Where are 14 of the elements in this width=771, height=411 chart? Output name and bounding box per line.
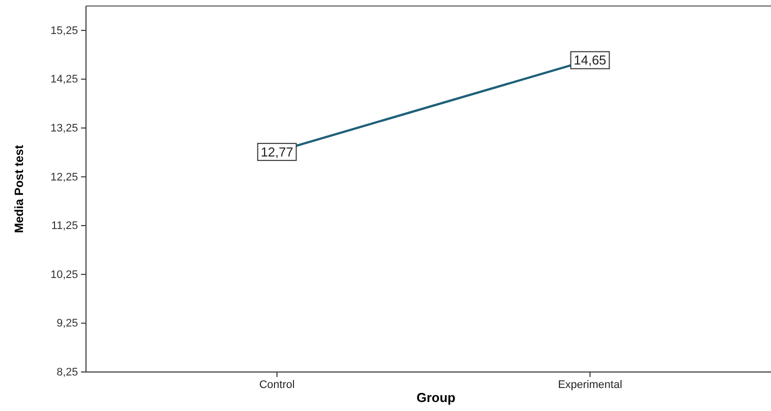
y-tick-label: 11,25: [51, 220, 78, 232]
y-tick-label: 8,25: [56, 366, 78, 379]
y-tick-label: 12,25: [50, 171, 78, 184]
y-tick-label: 13,25: [50, 122, 78, 135]
y-axis-title: Media Post test: [12, 144, 26, 234]
y-tick-label: 10,25: [50, 268, 78, 281]
x-tick-label: Control: [259, 378, 295, 391]
x-tick-label: Experimental: [558, 378, 622, 391]
x-axis-title: Group: [416, 390, 456, 405]
data-label: 12,77: [260, 144, 294, 160]
y-tick-label: 14,25: [50, 74, 78, 86]
y-tick-label: 15,25: [50, 24, 78, 37]
data-label: 14,65: [574, 52, 606, 68]
y-tick-label: 9,25: [56, 318, 78, 330]
